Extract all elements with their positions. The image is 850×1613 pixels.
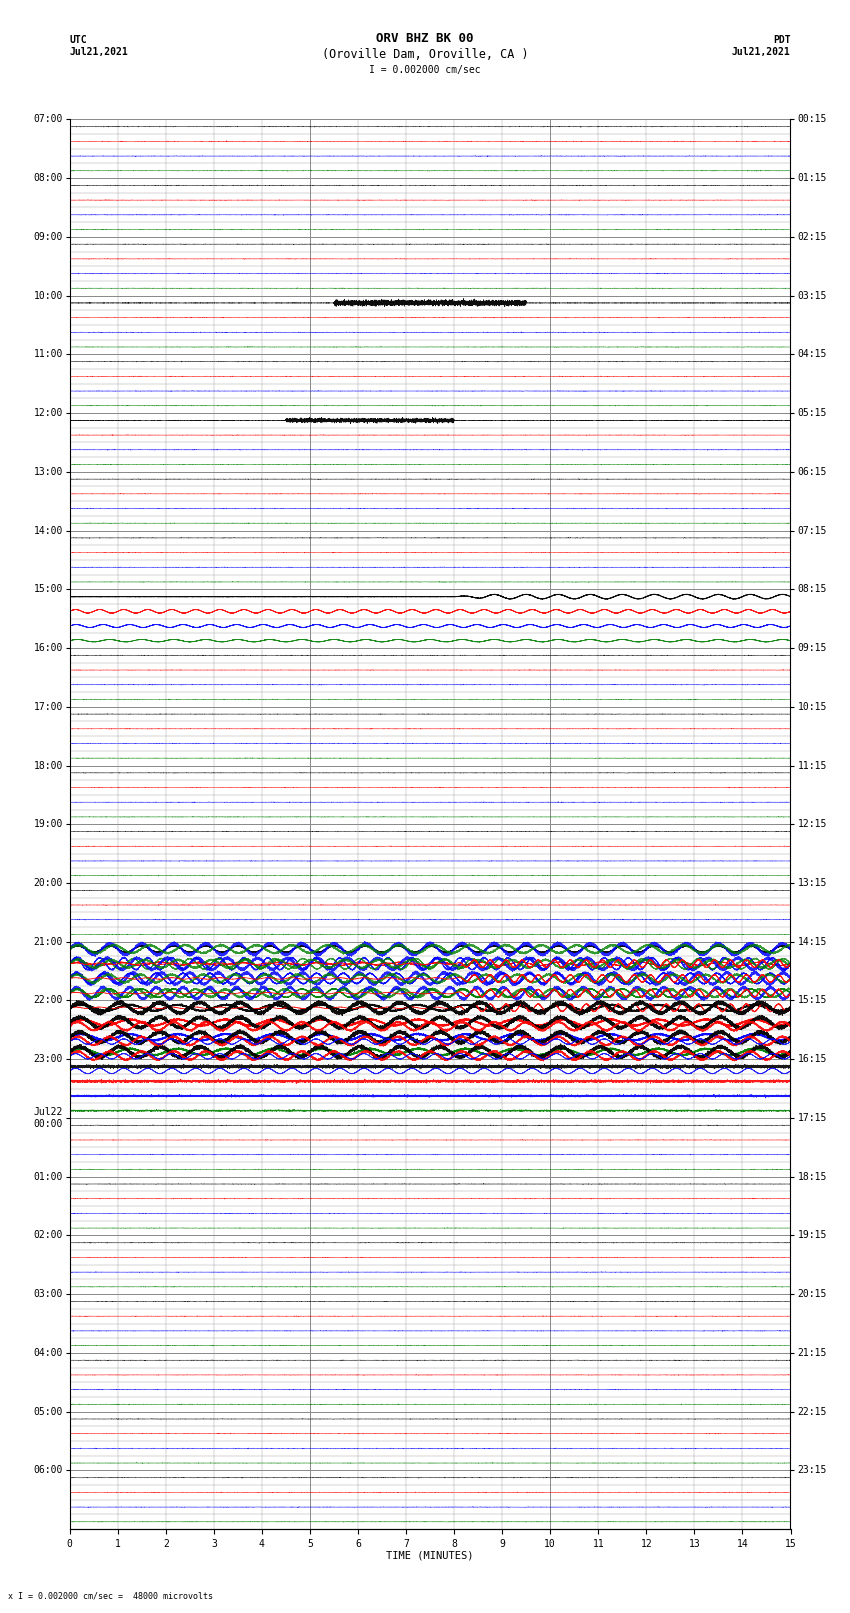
Text: I = 0.002000 cm/sec: I = 0.002000 cm/sec — [369, 65, 481, 74]
Text: PDT
Jul21,2021: PDT Jul21,2021 — [732, 35, 791, 56]
X-axis label: TIME (MINUTES): TIME (MINUTES) — [387, 1550, 473, 1560]
Text: x I = 0.002000 cm/sec =  48000 microvolts: x I = 0.002000 cm/sec = 48000 microvolts — [8, 1590, 213, 1600]
Text: (Oroville Dam, Oroville, CA ): (Oroville Dam, Oroville, CA ) — [321, 48, 529, 61]
Text: ORV BHZ BK 00: ORV BHZ BK 00 — [377, 32, 473, 45]
Text: UTC
Jul21,2021: UTC Jul21,2021 — [70, 35, 128, 56]
